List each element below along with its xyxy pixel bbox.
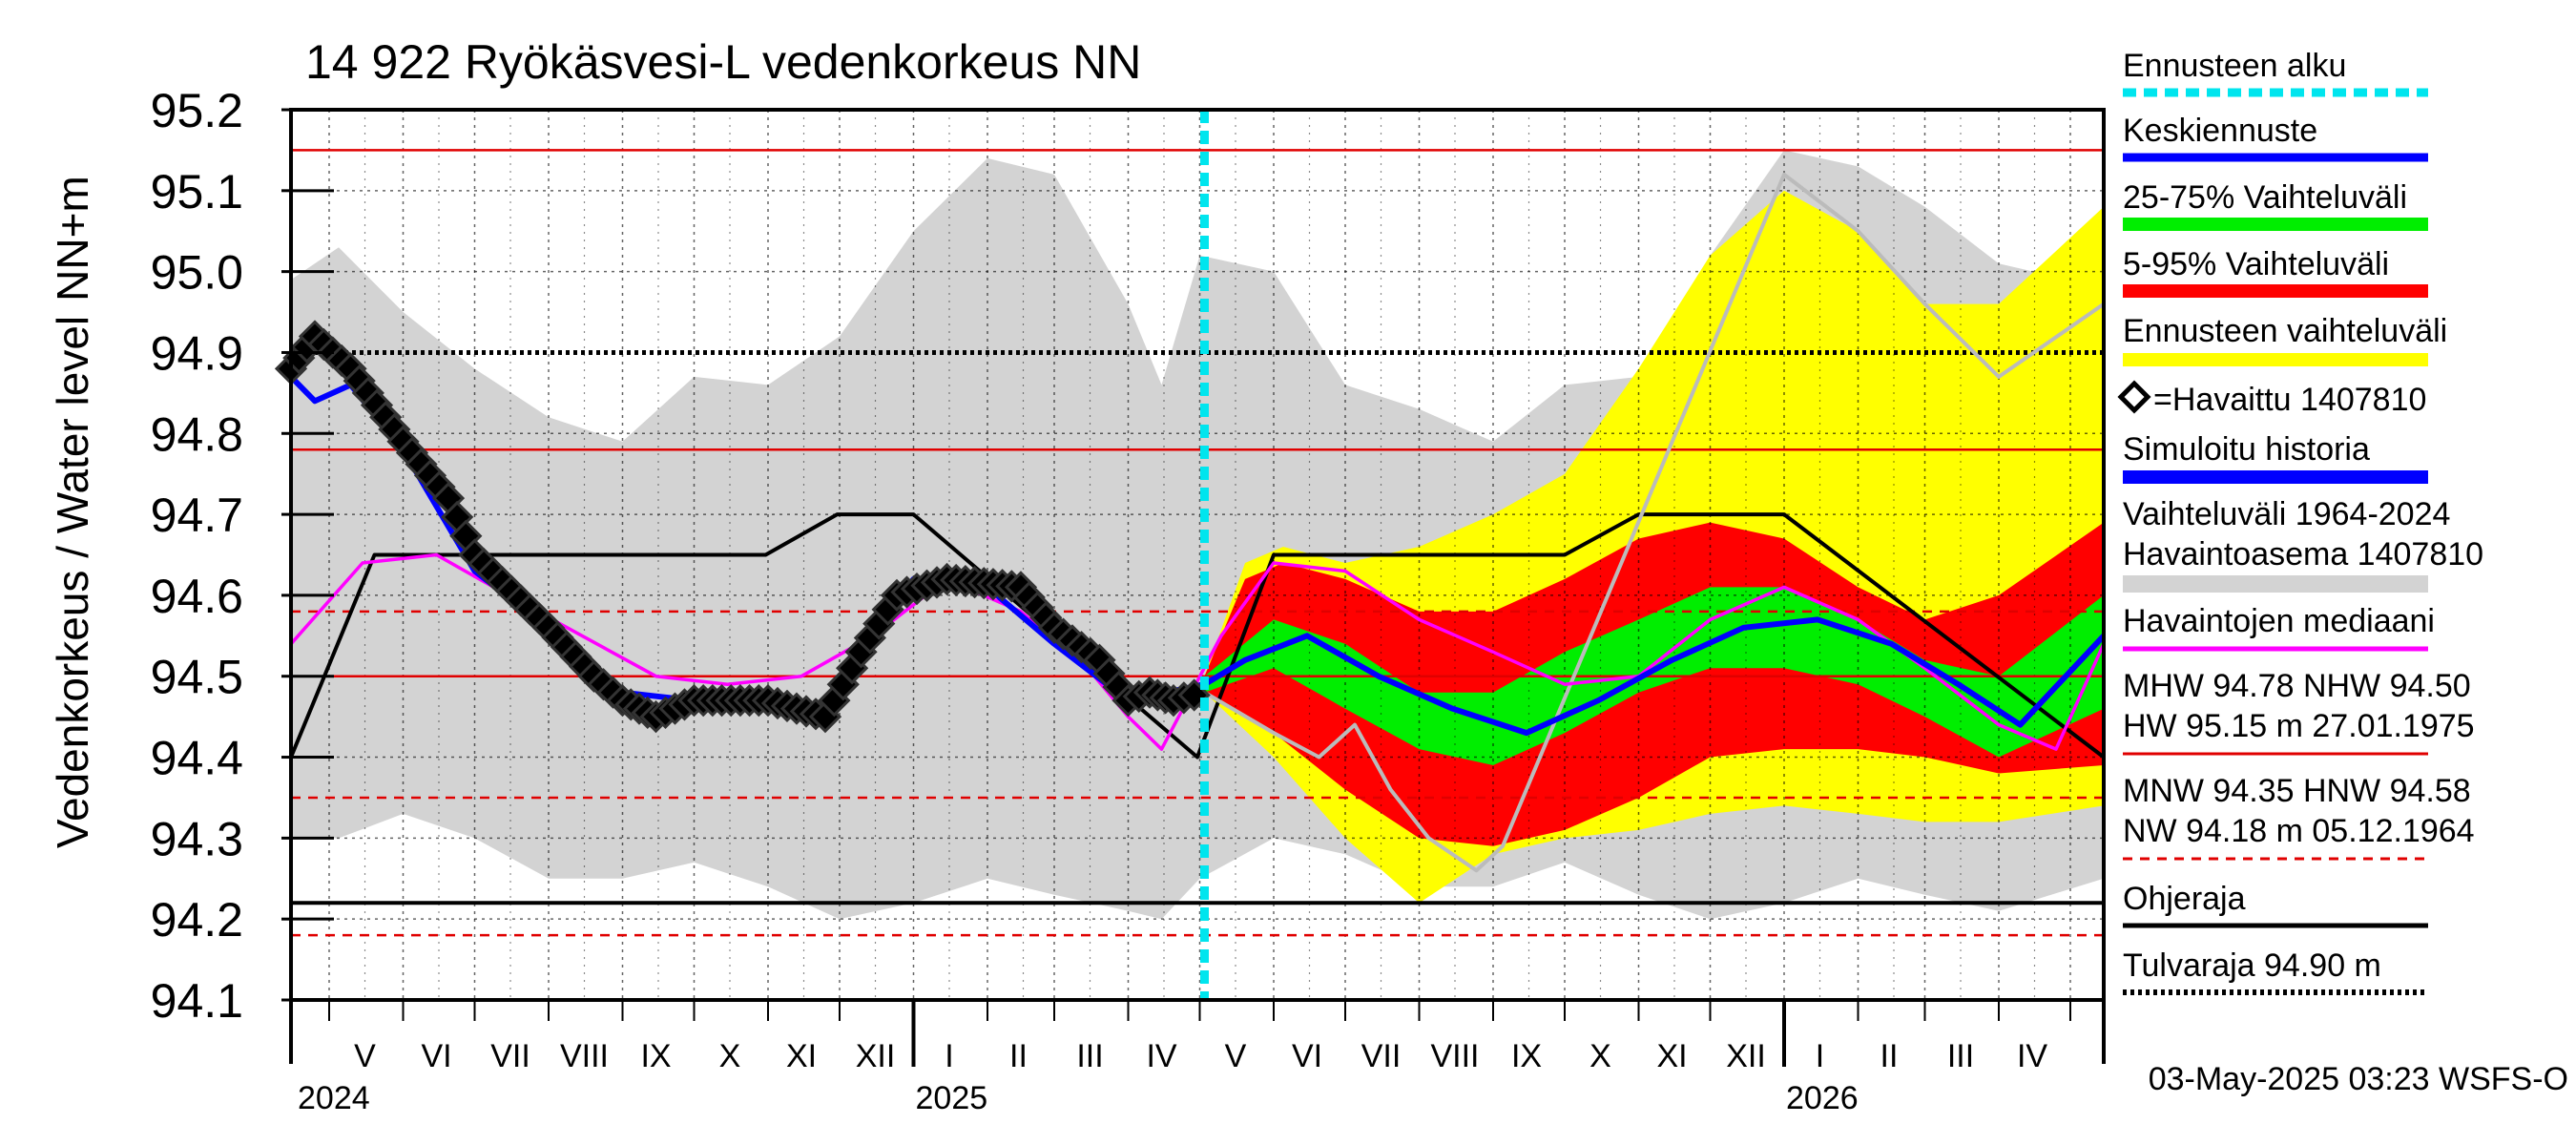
month-label: XI [786, 1038, 817, 1074]
month-label: X [1589, 1038, 1611, 1074]
month-label: II [1009, 1038, 1028, 1074]
month-label: IV [1146, 1038, 1176, 1074]
month-label: II [1880, 1038, 1899, 1074]
plot-area: 94.1 94.2 94.3 94.4 94.5 94.6 94.7 94.8 94.9 95.0… [151, 84, 2107, 1116]
y-tick-label: 94.5 [151, 651, 243, 704]
month-label: I [1816, 1038, 1824, 1074]
legend-label: Havaintoasema 1407810 [2123, 536, 2483, 572]
grey-path-line [1203, 172, 2106, 873]
legend-label: MHW 94.78 NHW 94.50 [2123, 668, 2471, 704]
legend-label: NW 94.18 m 05.12.1964 [2123, 813, 2475, 849]
year-label: 2026 [1786, 1080, 1859, 1116]
month-label: III [1947, 1038, 1974, 1074]
y-tick-label: 94.8 [151, 407, 243, 461]
legend-label: =Havaittu 1407810 [2153, 382, 2426, 418]
legend-label: Tulvaraja 94.90 m [2123, 947, 2381, 984]
x-axis-years: 2024 2025 2026 [298, 1080, 1859, 1116]
y-tick-label: 94.4 [151, 732, 243, 785]
legend-label: HW 95.15 m 27.01.1975 [2123, 708, 2475, 744]
observed-markers [274, 320, 1211, 734]
month-label: X [719, 1038, 741, 1074]
month-label: IX [1511, 1038, 1542, 1074]
legend-label: Keskiennuste [2123, 113, 2317, 149]
month-label: VIII [1430, 1038, 1479, 1074]
month-label: III [1076, 1038, 1103, 1074]
month-label: V [1225, 1038, 1247, 1074]
month-label: VII [490, 1038, 530, 1074]
month-label: V [354, 1038, 376, 1074]
month-label: XII [1726, 1038, 1766, 1074]
mean-forecast-line [1202, 616, 2107, 737]
legend-label: 25-75% Vaihteluväli [2123, 179, 2407, 216]
chart-title: 14 922 Ryökäsvesi-L vedenkorkeus NN [305, 35, 1141, 89]
y-tick-label: 94.3 [151, 812, 243, 865]
y-tick-label: 94.2 [151, 893, 243, 947]
month-label: VI [1292, 1038, 1322, 1074]
month-label: IV [2017, 1038, 2047, 1074]
month-label: IX [640, 1038, 671, 1074]
y-tick-label: 94.1 [151, 974, 243, 1028]
legend-label: MNW 94.35 HNW 94.58 [2123, 773, 2471, 809]
y-tick-label: 94.6 [151, 570, 243, 623]
footer-timestamp: 03-May-2025 03:23 WSFS-O [2149, 1061, 2568, 1097]
legend-label: Ennusteen alku [2123, 48, 2346, 84]
legend-label: Vaihteluväli 1964-2024 [2123, 496, 2450, 532]
year-label: 2025 [916, 1080, 988, 1116]
y-tick-label: 95.1 [151, 165, 243, 219]
legend-label: Havaintojen mediaani [2123, 603, 2435, 639]
month-label: I [945, 1038, 953, 1074]
month-label: XI [1656, 1038, 1687, 1074]
y-tick-label: 95.0 [151, 246, 243, 300]
y-tick-label: 94.7 [151, 489, 243, 542]
legend-label: Simuloitu historia [2123, 431, 2370, 468]
month-label: VII [1361, 1038, 1402, 1074]
y-axis: 94.1 94.2 94.3 94.4 94.5 94.6 94.7 94.8 94.9 95.0… [151, 84, 334, 1028]
y-tick-label: 95.2 [151, 84, 243, 137]
plot-frame [289, 108, 2106, 1002]
legend-label: 5-95% Vaihteluväli [2123, 246, 2389, 282]
legend: Ennusteen alku Keskiennuste 25-75% Vaihtel… [2117, 48, 2483, 995]
x-axis-months: V VI VII VIII IX X XI XII I II III IV V VI VII VIII IX X X… [354, 1038, 2047, 1074]
month-label: XII [856, 1038, 896, 1074]
year-label: 2024 [298, 1080, 370, 1116]
legend-label: Ennusteen vaihteluväli [2123, 313, 2447, 349]
legend-marker-observed [2117, 380, 2151, 414]
month-label: VIII [560, 1038, 609, 1074]
y-axis-label-right: NN+m [48, 176, 97, 302]
month-label: VI [421, 1038, 451, 1074]
y-tick-label: 94.9 [151, 326, 243, 380]
y-axis-label-left: Vedenkorkeus / Water level [48, 316, 97, 848]
legend-label: Ohjeraja [2123, 881, 2246, 917]
